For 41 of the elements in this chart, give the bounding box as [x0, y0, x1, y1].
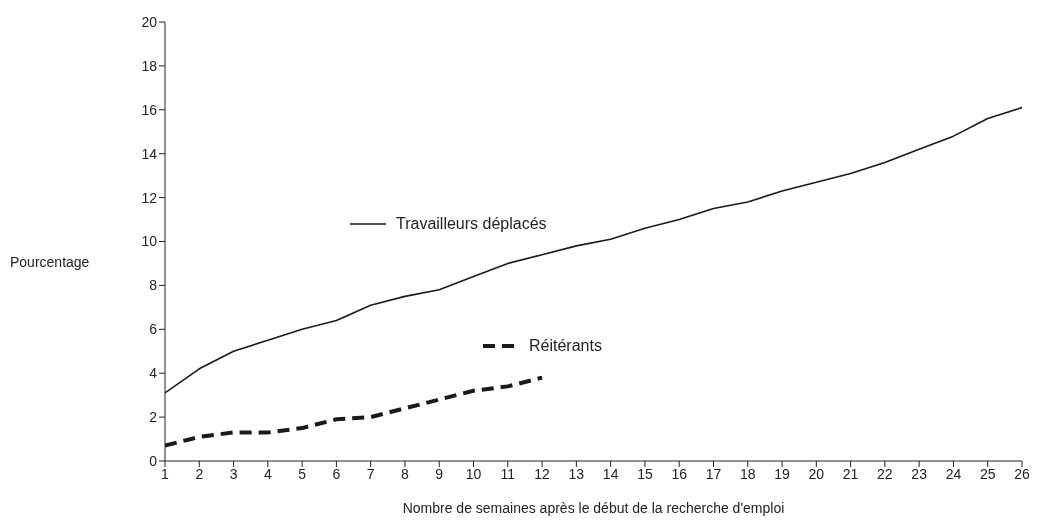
x-tick-label: 4: [263, 465, 272, 482]
y-axis-title: Pourcentage: [10, 254, 90, 270]
legend-label: Réitérants: [529, 337, 602, 355]
y-tick-label: 8: [149, 277, 158, 294]
x-tick-label: 24: [945, 465, 962, 482]
y-tick-label: 14: [141, 145, 158, 162]
y-tick-label: 10: [141, 233, 158, 250]
legend-label: Travailleurs déplacés: [396, 215, 547, 233]
x-tick-label: 5: [298, 465, 307, 482]
x-tick-label: 12: [534, 465, 551, 482]
x-tick-label: 22: [877, 465, 893, 482]
x-tick-label: 7: [366, 465, 375, 482]
y-tick-label: 18: [141, 57, 158, 74]
x-tick-label: 1: [161, 465, 170, 482]
y-tick-label: 12: [141, 189, 158, 206]
y-tick-label: 16: [141, 101, 158, 118]
x-tick-label: 13: [568, 465, 585, 482]
x-tick-label: 8: [401, 465, 410, 482]
y-tick-label: 6: [149, 321, 158, 338]
x-tick-label: 20: [808, 465, 825, 482]
x-tick-label: 15: [637, 465, 653, 482]
x-tick-label: 21: [842, 465, 859, 482]
y-tick-label: 20: [141, 13, 158, 30]
y-tick-label: 2: [149, 409, 158, 426]
x-tick-label: 9: [435, 465, 444, 482]
x-tick-label: 3: [229, 465, 238, 482]
x-tick-label: 2: [195, 465, 204, 482]
x-tick-label: 17: [705, 465, 722, 482]
x-tick-label: 18: [739, 465, 756, 482]
x-tick-label: 14: [602, 465, 619, 482]
x-tick-label: 10: [465, 465, 482, 482]
y-tick-label: 0: [149, 452, 158, 469]
x-tick-label: 6: [332, 465, 341, 482]
y-tick-label: 4: [149, 365, 158, 382]
x-tick-label: 16: [671, 465, 688, 482]
x-tick-label: 11: [500, 465, 516, 482]
x-tick-label: 25: [979, 465, 996, 482]
x-axis-title: Nombre de semaines après le début de la recherche d'emploi: [402, 500, 785, 516]
x-tick-label: 26: [1014, 465, 1030, 482]
x-tick-label: 19: [774, 465, 791, 482]
x-tick-label: 23: [911, 465, 928, 482]
